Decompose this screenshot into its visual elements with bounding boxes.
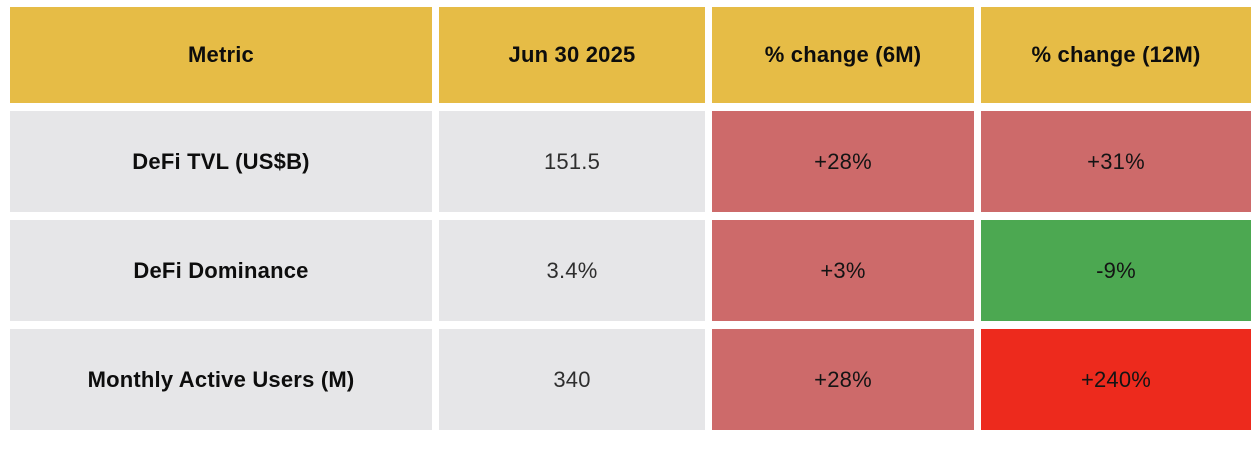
metric-cell: DeFi TVL (US$B) [10, 111, 432, 212]
header-cell-metric: Metric [10, 7, 432, 103]
header-cell-change-12m: % change (12M) [981, 7, 1251, 103]
metric-cell: DeFi Dominance [10, 220, 432, 321]
value-cell: 151.5 [439, 111, 705, 212]
change-6m-cell: +28% [712, 329, 974, 430]
value-cell: 340 [439, 329, 705, 430]
change-6m-cell: +28% [712, 111, 974, 212]
metrics-table: Metric Jun 30 2025 % change (6M) % chang… [10, 7, 1251, 430]
header-cell-change-6m: % change (6M) [712, 7, 974, 103]
metric-cell: Monthly Active Users (M) [10, 329, 432, 430]
value-cell: 3.4% [439, 220, 705, 321]
change-6m-cell: +3% [712, 220, 974, 321]
header-cell-date: Jun 30 2025 [439, 7, 705, 103]
change-12m-cell: +240% [981, 329, 1251, 430]
change-12m-cell: +31% [981, 111, 1251, 212]
change-12m-cell: -9% [981, 220, 1251, 321]
